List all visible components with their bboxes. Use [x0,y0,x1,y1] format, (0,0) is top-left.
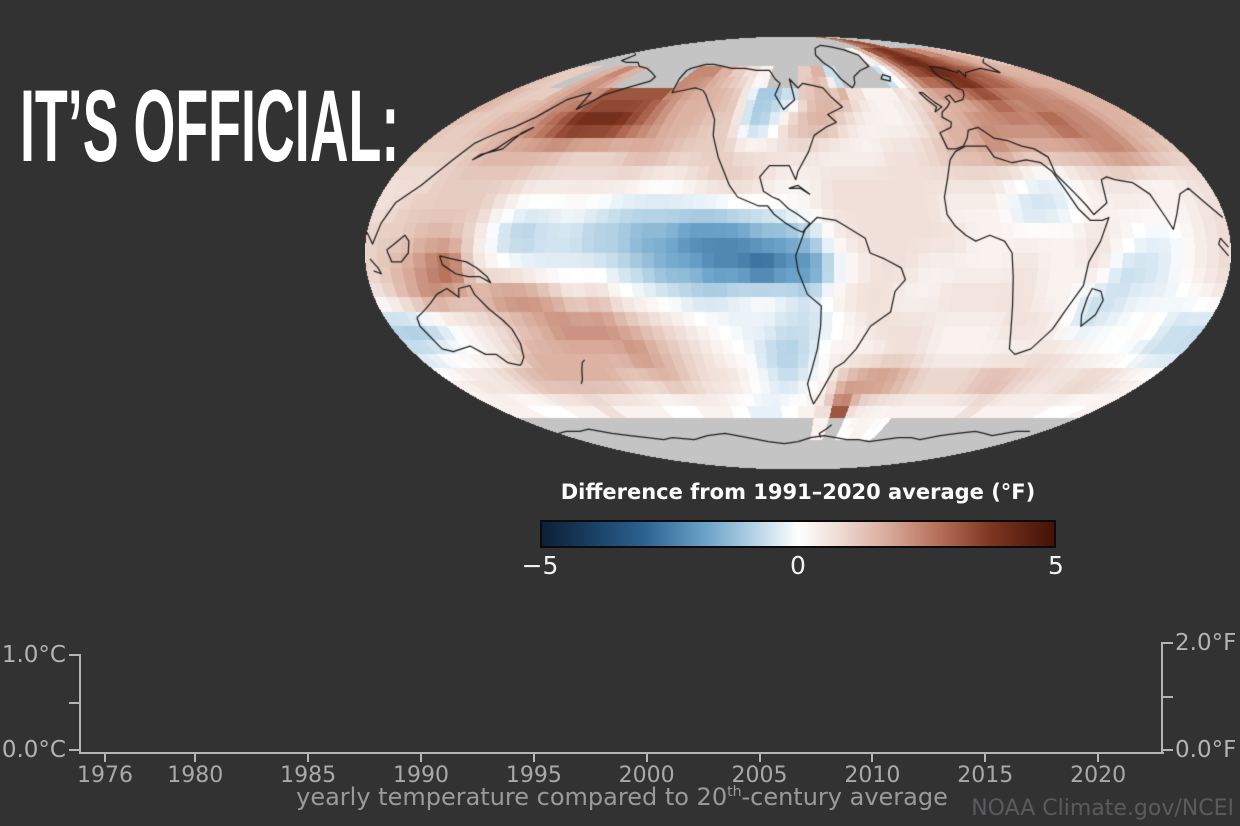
x-axis-tick [758,754,761,762]
page-title: IT’S OFFICIAL: [20,69,400,184]
caption-superscript: th [727,784,742,800]
chart-caption: yearly temperature compared to 20th-cent… [80,783,1164,811]
x-axis-year-label: 2005 [731,763,788,788]
caption-text-post: -century average [741,783,948,811]
x-axis-year-label: 1995 [505,763,562,788]
colorbar-zero-label: 0 [790,551,806,580]
x-axis-tick [532,754,535,762]
colorbar-max-label: 5 [1048,551,1064,580]
x-axis-tick [194,754,197,762]
y-axis-right-tick-mid [1161,696,1173,698]
x-axis-tick [1097,754,1100,762]
x-axis-tick [307,754,310,762]
attribution: NOAA Climate.gov/NCEI [971,796,1234,821]
x-axis-year-label: 2010 [844,763,901,788]
x-axis-year-label: 1980 [167,763,224,788]
x-axis-year-label: 1990 [392,763,449,788]
y-axis-right-line [1161,642,1163,754]
anomaly-map-canvas [365,36,1231,470]
x-axis-tick [984,754,987,762]
x-axis-year-label: 2000 [618,763,675,788]
y-axis-left-tick-top [69,654,81,656]
y-axis-right-tick-top [1161,642,1173,644]
caption-text-pre: yearly temperature compared to 20 [296,783,728,811]
legend-title: Difference from 1991–2020 average (°F) [560,480,1036,504]
x-axis-year-label: 1976 [77,763,133,788]
x-axis-tick [104,754,106,762]
x-axis-line [80,752,1164,754]
y-axis-label-2f: 2.0°F [1175,630,1237,656]
y-axis-left-tick-mid [69,702,81,704]
x-axis-tick [419,754,422,762]
y-axis-label-1c: 1.0°C [1,642,66,668]
x-axis-year-label: 2015 [957,763,1014,788]
y-axis-right-tick-bottom [1161,749,1173,751]
y-axis-left-tick-bottom [69,749,81,751]
x-axis-tick [871,754,874,762]
colorbar-min-label: −5 [521,551,559,580]
y-axis-label-0c: 0.0°C [1,737,66,763]
x-axis-year-label: 1985 [280,763,337,788]
colorbar-gradient [540,520,1056,548]
y-axis-left-line [79,654,81,754]
x-axis-tick [645,754,648,762]
world-anomaly-map [365,36,1231,470]
x-axis-year-label: 2020 [1070,763,1127,788]
y-axis-label-0f: 0.0°F [1175,737,1237,763]
